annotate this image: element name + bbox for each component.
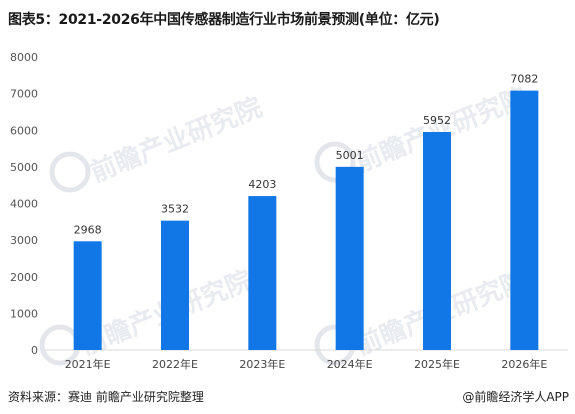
x-tick-label: 2025年E <box>414 357 460 371</box>
bar-3 <box>248 196 277 350</box>
y-tick-label: 8000 <box>10 51 38 64</box>
y-axis: 0 1000 2000 3000 4000 5000 6000 7000 8000 <box>10 51 38 357</box>
y-tick-label: 5000 <box>10 161 38 174</box>
watermark-text: 前瞻产业研究院 <box>86 92 266 189</box>
data-label: 4203 <box>248 178 276 191</box>
y-tick-label: 6000 <box>10 124 38 137</box>
data-label: 5001 <box>336 149 364 162</box>
watermark: 前瞻产业研究院 前瞻产业研究院 前瞻产业研究院 前瞻产业研究院 <box>39 82 531 366</box>
x-axis: 2021年E 2022年E 2023年E 2024年E 2025年E 2026年E <box>65 357 548 371</box>
brand-credit: @前瞻经济学人APP <box>462 390 569 404</box>
bars: 2968 3532 4203 5001 5952 7082 <box>73 73 539 350</box>
bar-1 <box>73 241 102 350</box>
x-tick-label: 2022年E <box>152 357 198 371</box>
y-tick-label: 2000 <box>10 271 38 284</box>
x-tick-label: 2023年E <box>239 357 285 371</box>
x-tick-label: 2026年E <box>501 357 547 371</box>
data-label: 5952 <box>423 114 451 127</box>
x-tick-label: 2024年E <box>327 357 373 371</box>
y-tick-label: 1000 <box>10 307 38 320</box>
bar-5 <box>423 132 451 350</box>
data-label: 2968 <box>74 223 102 236</box>
y-tick-label: 4000 <box>10 198 38 211</box>
bar-6 <box>510 90 539 350</box>
chart-title: 图表5：2021-2026年中国传感器制造行业市场前景预测(单位：亿元) <box>8 12 440 28</box>
data-label: 7082 <box>510 73 538 86</box>
data-label: 3532 <box>161 203 189 216</box>
bar-2 <box>161 220 189 350</box>
y-tick-label: 3000 <box>10 234 38 247</box>
source-note: 资料来源：赛迪 前瞻产业研究院整理 <box>8 390 204 404</box>
x-tick-label: 2021年E <box>65 357 111 371</box>
y-tick-label: 0 <box>31 344 38 357</box>
bar-4 <box>335 166 364 350</box>
y-tick-label: 7000 <box>10 88 38 101</box>
